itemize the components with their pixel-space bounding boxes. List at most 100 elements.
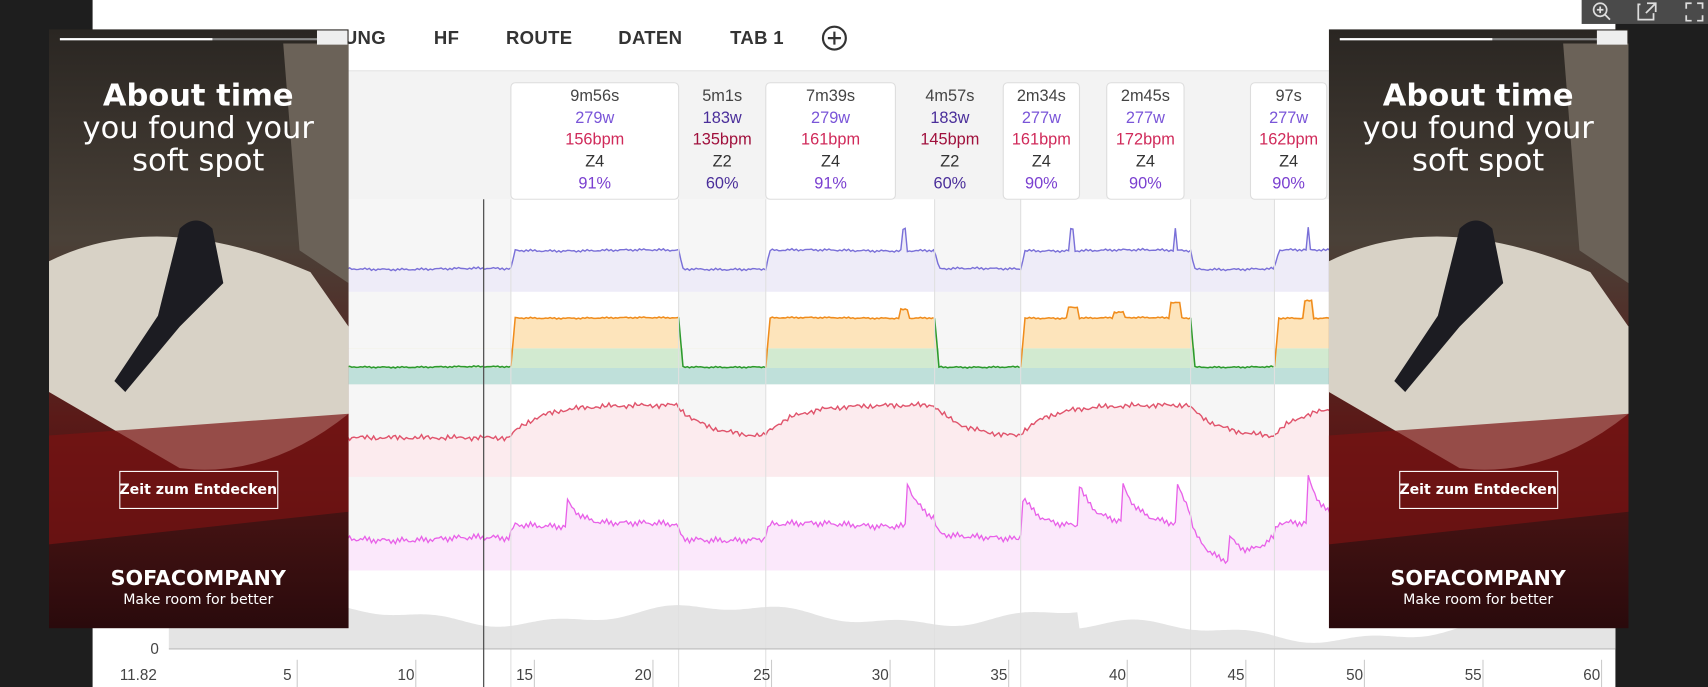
ad-person — [114, 220, 224, 392]
interval-power: 183w — [930, 109, 969, 127]
interval-power: 279w — [811, 109, 850, 127]
x-tick-label: 20 — [635, 667, 652, 684]
x-tick-label: 25 — [753, 667, 770, 684]
fullscreen-icon[interactable] — [1685, 2, 1704, 22]
interval-hr: 172bpm — [1116, 131, 1175, 149]
interval-time: 7m39s — [806, 87, 855, 105]
interval-power: 279w — [575, 109, 614, 127]
toolbar — [1581, 0, 1708, 24]
zone-line — [510, 316, 679, 367]
tab[interactable]: DATEN — [618, 27, 682, 48]
interval-zone: Z2 — [713, 153, 732, 171]
interval-hr: 161bpm — [801, 131, 860, 149]
x-tick-label: 10 — [398, 667, 415, 684]
axis-zero-label: 0 — [150, 641, 158, 658]
ad-headline: About time — [1383, 78, 1574, 113]
power-fill — [168, 227, 1616, 292]
interval-box[interactable] — [510, 82, 680, 200]
add-tab[interactable] — [821, 25, 847, 51]
x-tick-label: 40 — [1109, 667, 1126, 684]
ad-button: Zeit zum Entdecken — [119, 482, 277, 498]
interval-zone: Z4 — [585, 153, 604, 171]
x-tick-label: 5 — [283, 667, 291, 684]
low-interval-bg — [934, 199, 1021, 571]
zone-band-teal — [168, 367, 1616, 385]
x-axis: 11.82 0 5 10 15 20 25 30 35 40 45 50 55 60 — [120, 641, 1603, 687]
zone-line — [933, 318, 1020, 369]
interval-hr: 162bpm — [1259, 131, 1318, 149]
interval-zone: Z4 — [1136, 153, 1155, 171]
tab[interactable]: HF — [434, 27, 459, 48]
ad-headline: About time — [103, 78, 294, 113]
zone-low-mask — [682, 348, 766, 367]
ad-tagline: Make room for better — [123, 592, 273, 608]
interval-zone: Z4 — [1279, 153, 1298, 171]
ad-progress-fill — [59, 38, 213, 41]
x-tick-label: 35 — [990, 667, 1007, 684]
interval-zone: Z4 — [821, 153, 840, 171]
ad-button[interactable] — [119, 470, 279, 509]
interval-time: 2m45s — [1121, 87, 1170, 105]
ad-window — [283, 43, 349, 284]
ad-progress-fill — [1339, 38, 1493, 41]
zone-line — [765, 307, 934, 368]
low-interval-bg — [1190, 199, 1275, 571]
interval-hr: 135bpm — [693, 131, 752, 149]
x-tick-label: 50 — [1346, 667, 1363, 684]
zone-low-mask — [1194, 348, 1275, 367]
interval-pct: 90% — [1272, 174, 1305, 192]
chart-area — [168, 199, 1617, 687]
ad-brand: SOFACOMPANY — [1391, 566, 1567, 590]
ad-button: Zeit zum Entdecken — [1399, 482, 1557, 498]
ad-rug — [49, 413, 349, 545]
interval-box[interactable] — [1106, 82, 1185, 200]
ad-line2: you found your — [83, 111, 315, 146]
tab[interactable]: ROUTE — [506, 27, 572, 48]
tab[interactable]: UNG — [344, 27, 386, 48]
interval-zone: Z4 — [1032, 153, 1051, 171]
interval-time: 5m1s — [702, 87, 742, 105]
zone-line — [1189, 317, 1274, 369]
interval-time: 9m56s — [570, 87, 619, 105]
interval-time: 97s — [1275, 87, 1301, 105]
low-interval-bg — [678, 199, 766, 571]
intervals: 9m56s 279w 156bpm Z4 91% 5m1s 183w 135bpm Z2 60% 7… — [510, 82, 1328, 200]
interval-box[interactable] — [765, 82, 896, 200]
ad-choices[interactable] — [316, 30, 348, 45]
interval-zone: Z2 — [940, 153, 959, 171]
ad-window — [1563, 43, 1629, 284]
ad-brand: SOFACOMPANY — [111, 566, 287, 590]
interval-hr: 145bpm — [920, 131, 979, 149]
interval-pct: 91% — [814, 174, 847, 192]
zoom-icon[interactable] — [1592, 2, 1611, 21]
interval-power: 277w — [1126, 109, 1165, 127]
ad-tagline: Make room for better — [1403, 592, 1553, 608]
interval-pct: 60% — [934, 174, 967, 192]
interval-hr: 161bpm — [1012, 131, 1071, 149]
ad-choices[interactable] — [1596, 30, 1628, 45]
open-icon[interactable] — [1637, 2, 1657, 21]
x-tick-label: 45 — [1228, 667, 1245, 684]
tab[interactable]: TAB 1 — [730, 27, 784, 48]
interval-box[interactable] — [1002, 82, 1081, 200]
ad-sofa — [1328, 236, 1629, 470]
interval-time: 2m34s — [1017, 87, 1066, 105]
zone-line — [677, 317, 767, 369]
ad-line3: soft spot — [132, 144, 264, 179]
ad-line3: soft spot — [1412, 144, 1544, 179]
interval-pct: 91% — [578, 174, 611, 192]
interval-power: 277w — [1022, 109, 1061, 127]
interval-hr: 156bpm — [565, 131, 624, 149]
interval-pct: 60% — [706, 174, 739, 192]
interval-power: 277w — [1269, 109, 1308, 127]
ad-rug — [1328, 413, 1629, 545]
x-tick-label: 30 — [872, 667, 889, 684]
ad-button[interactable] — [1399, 470, 1559, 509]
zone-low-mask — [938, 348, 1021, 367]
interval-box[interactable] — [1249, 82, 1328, 200]
zone-line — [1019, 301, 1191, 368]
